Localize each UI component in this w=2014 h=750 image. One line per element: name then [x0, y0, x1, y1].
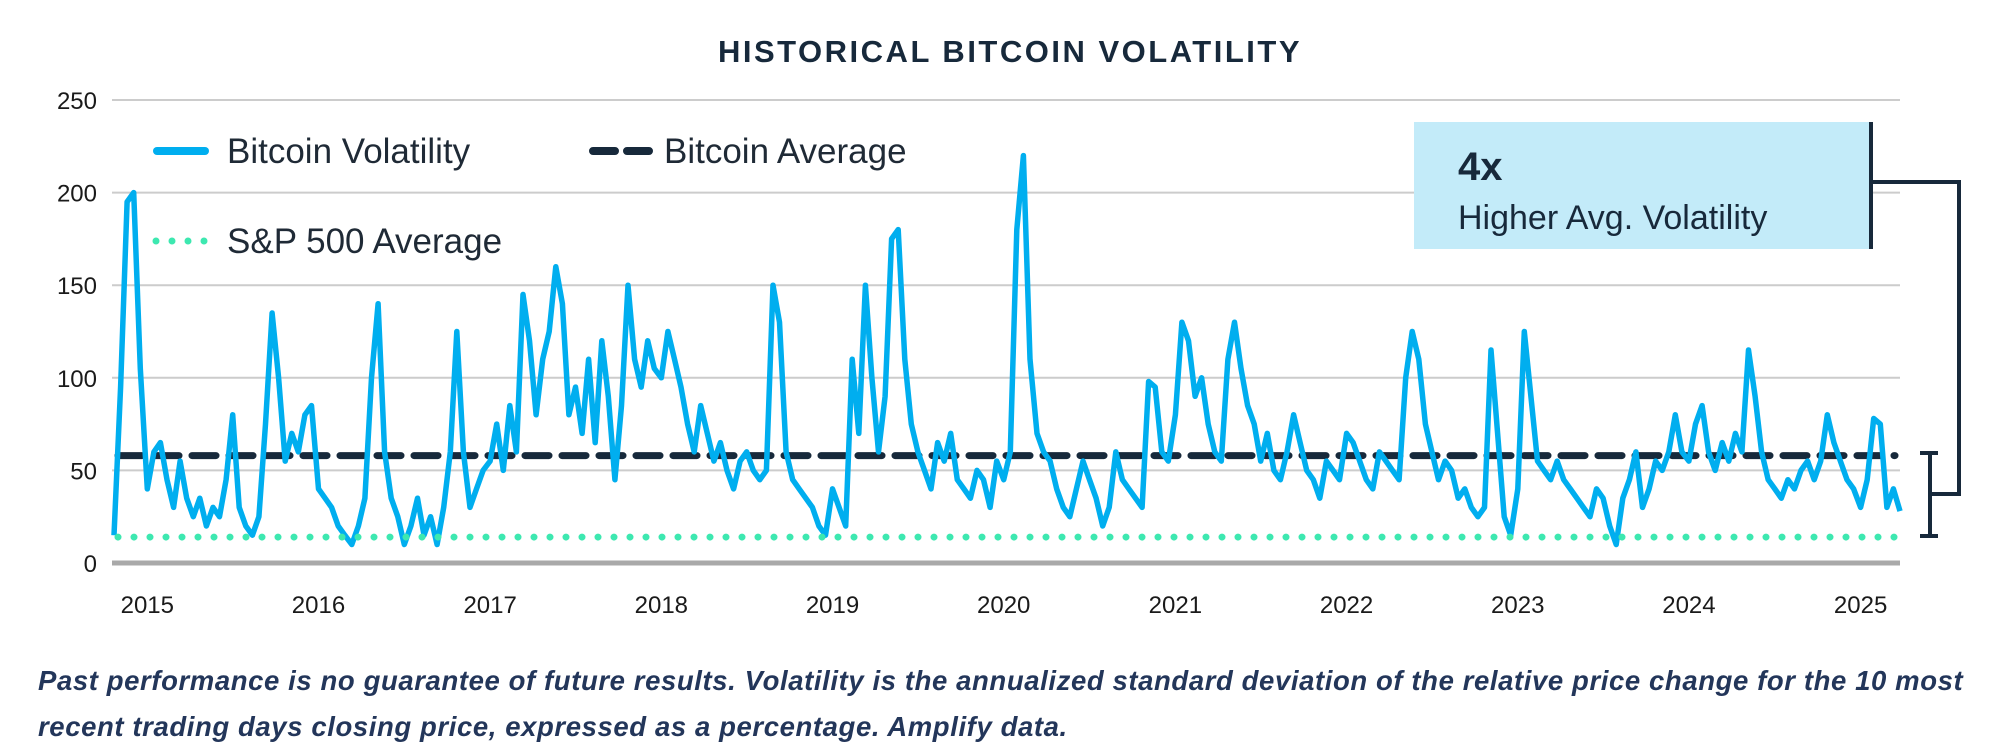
y-tick-label: 200 [57, 181, 97, 208]
x-tick-label: 2020 [977, 592, 1030, 619]
annotation-value: 4x [1458, 145, 1503, 189]
bitcoin-volatility-line [111, 152, 1903, 548]
y-tick-label: 100 [57, 366, 97, 393]
legend: Bitcoin Volatility Bitcoin Average S&P 5… [152, 132, 907, 261]
x-tick-label: 2025 [1834, 592, 1887, 619]
annotation-bracket [1871, 180, 1961, 496]
x-tick-label: 2017 [463, 592, 516, 619]
annotation-callout: 4x Higher Avg. Volatility [1414, 122, 1961, 538]
annotation-label: Higher Avg. Volatility [1458, 199, 1767, 237]
gridlines [112, 99, 1900, 566]
x-axis-ticks: 2015 2016 2017 2018 2019 2020 2021 2022 2023 2024… [121, 592, 1888, 619]
x-tick-label: 2018 [635, 592, 688, 619]
x-tick-label: 2023 [1491, 592, 1544, 619]
legend-bitcoin-volatility-label: Bitcoin Volatility [227, 132, 471, 171]
y-tick-label: 250 [57, 88, 97, 115]
x-tick-label: 2015 [121, 592, 174, 619]
y-tick-label: 50 [70, 458, 97, 485]
x-tick-label: 2021 [1149, 592, 1202, 619]
x-tick-label: 2022 [1320, 592, 1373, 619]
footnote: Past performance is no guarantee of futu… [38, 665, 1964, 742]
chart-title: HISTORICAL BITCOIN VOLATILITY [718, 34, 1302, 69]
y-tick-label: 0 [84, 551, 97, 578]
y-tick-label: 150 [57, 273, 97, 300]
annotation-box [1414, 122, 1871, 249]
x-tick-label: 2024 [1662, 592, 1715, 619]
average-gap-marker [1920, 451, 1938, 538]
x-tick-label: 2019 [806, 592, 859, 619]
x-tick-label: 2016 [292, 592, 345, 619]
y-axis-ticks: 0 50 100 150 200 250 [57, 88, 97, 578]
legend-sp500-average-label: S&P 500 Average [227, 222, 502, 261]
legend-bitcoin-average-label: Bitcoin Average [664, 132, 907, 171]
